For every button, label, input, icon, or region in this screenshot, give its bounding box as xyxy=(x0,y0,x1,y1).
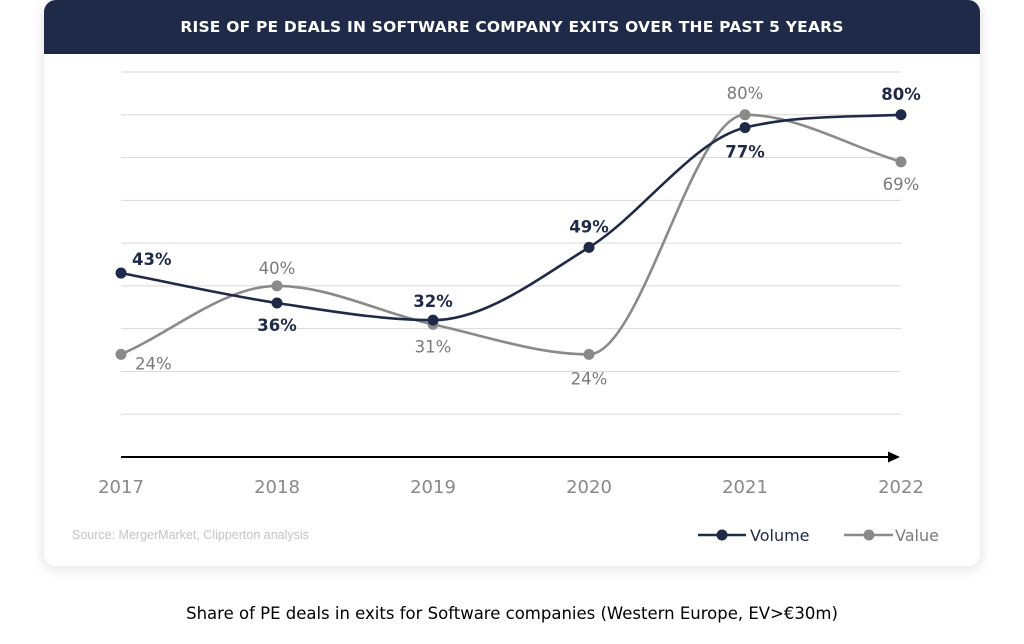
x-axis xyxy=(121,451,900,463)
data-label-value: 24% xyxy=(135,354,172,373)
data-point-volume xyxy=(115,267,127,279)
data-point-volume xyxy=(271,297,283,309)
data-point-volume xyxy=(427,314,439,326)
legend: Volume Value xyxy=(698,526,939,545)
gridlines xyxy=(121,71,901,415)
data-label-volume: 43% xyxy=(132,250,172,269)
legend-marker-value xyxy=(863,529,875,541)
data-label-value: 80% xyxy=(727,84,764,103)
data-label-volume: 49% xyxy=(569,217,609,236)
data-label-value: 69% xyxy=(883,175,920,194)
data-label-value: 24% xyxy=(571,369,608,388)
data-point-value xyxy=(895,156,907,168)
title-bar: RISE OF PE DEALS IN SOFTWARE COMPANY EXI… xyxy=(44,0,980,54)
chart-title: RISE OF PE DEALS IN SOFTWARE COMPANY EXI… xyxy=(180,18,844,36)
x-tick-label: 2017 xyxy=(98,477,144,498)
legend-marker-volume xyxy=(716,529,728,541)
data-point-value xyxy=(739,109,751,121)
series-volume xyxy=(115,109,907,326)
data-point-value xyxy=(271,280,283,292)
x-tick-label: 2018 xyxy=(254,477,300,498)
data-label-volume: 80% xyxy=(881,85,921,104)
x-tick-label: 2022 xyxy=(878,477,924,498)
data-point-volume xyxy=(583,241,595,253)
x-tick-labels: 2017 2018 2019 2020 2021 2022 xyxy=(98,477,924,498)
data-point-value xyxy=(583,348,595,360)
data-labels: 24% 40% 31% 24% 80% 69% 43% 36% 32% 49% 77% 80% xyxy=(132,84,921,389)
data-point-volume xyxy=(739,122,751,134)
series-value xyxy=(115,109,907,360)
data-label-volume: 32% xyxy=(413,292,453,311)
data-point-volume xyxy=(895,109,907,121)
legend-item-value: Value xyxy=(844,526,939,545)
source-note: Source: MergerMarket, Clipperton analysi… xyxy=(72,528,309,542)
legend-item-volume: Volume xyxy=(698,526,810,545)
data-label-value: 31% xyxy=(415,337,452,356)
line-chart: 2017 2018 2019 2020 2021 2022 24% 40% 31% 24% 80%… xyxy=(72,71,939,545)
x-tick-label: 2020 xyxy=(566,477,612,498)
x-tick-label: 2019 xyxy=(410,477,456,498)
data-label-volume: 77% xyxy=(725,143,765,162)
figure-caption: Share of PE deals in exits for Software … xyxy=(186,604,838,623)
legend-label-volume: Volume xyxy=(750,526,810,545)
x-tick-label: 2021 xyxy=(722,477,768,498)
series xyxy=(115,109,907,360)
data-point-value xyxy=(115,348,127,360)
series-line-value xyxy=(120,113,902,356)
series-line-volume xyxy=(120,113,902,322)
data-label-volume: 36% xyxy=(257,316,297,335)
chart-card: RISE OF PE DEALS IN SOFTWARE COMPANY EXI… xyxy=(44,0,980,566)
legend-label-value: Value xyxy=(895,526,939,545)
data-label-value: 40% xyxy=(259,259,296,278)
